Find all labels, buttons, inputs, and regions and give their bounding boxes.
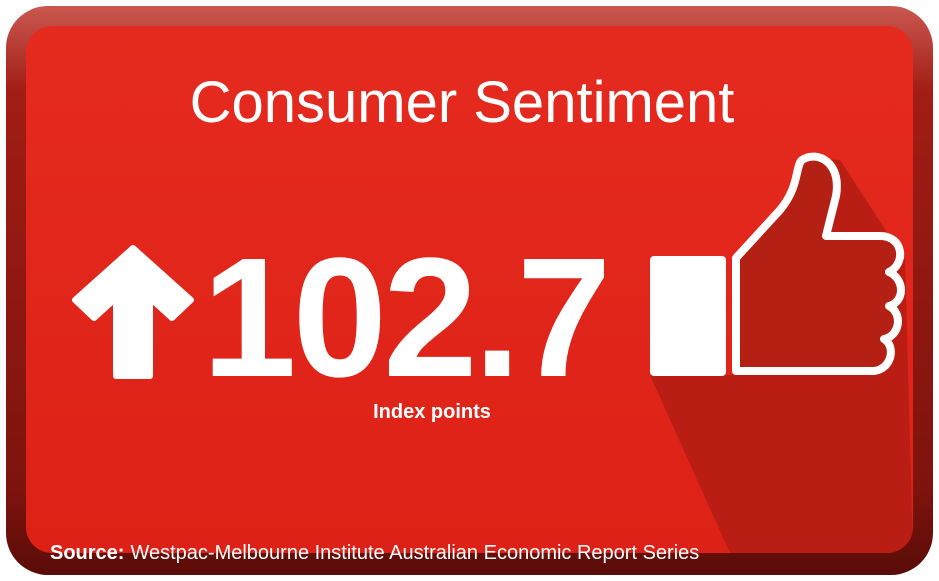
metric-unit: Index points [373, 401, 491, 423]
source-text: Westpac-Melbourne Institute Australian E… [130, 542, 699, 564]
source-label: Source: [50, 542, 124, 564]
thumb-cuff [650, 256, 726, 376]
source: Source: Westpac-Melbourne Institute Austr… [50, 542, 699, 564]
title: Consumer Sentiment [190, 70, 735, 135]
up-arrow [72, 245, 194, 379]
metric-value: 102.7 [202, 223, 607, 413]
thumb-hand [732, 152, 905, 375]
